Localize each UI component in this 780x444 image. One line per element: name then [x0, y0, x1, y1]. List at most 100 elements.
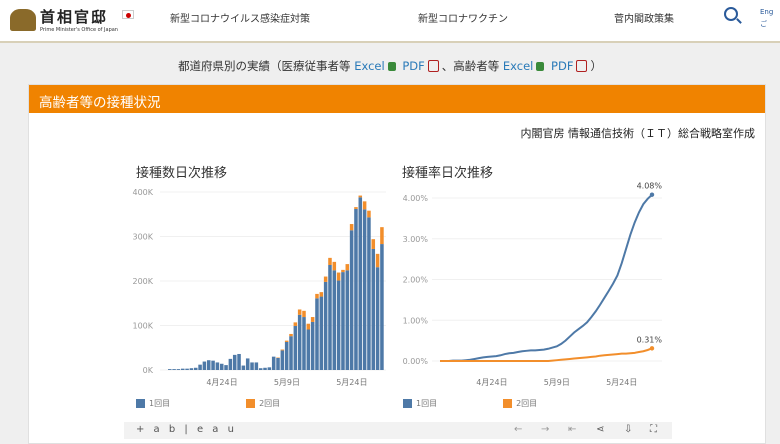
bar-dose1: [194, 368, 198, 370]
bar-dose1: [320, 297, 324, 370]
bar-dose2: [324, 277, 328, 282]
bar-dose1: [216, 362, 220, 370]
bar-dose2: [333, 262, 337, 270]
bar-dose2: [354, 207, 358, 209]
bar-dose2: [320, 292, 324, 296]
bar-dose1: [276, 358, 280, 370]
share-icon[interactable]: ⋖: [596, 424, 604, 435]
bar-dose1: [346, 270, 350, 370]
bar-dose1: [259, 368, 263, 370]
bar-dose1: [354, 209, 358, 370]
bar-dose2: [298, 309, 302, 314]
bar-dose2: [337, 273, 341, 281]
bar-dose1: [350, 230, 354, 370]
bar-dose1: [233, 355, 237, 370]
legend-swatch-dose1: [403, 399, 412, 408]
bar-dose2: [294, 322, 298, 326]
y-tick-label: 100K: [132, 322, 153, 331]
bar-dose2: [307, 324, 311, 330]
bar-dose1: [211, 361, 215, 370]
bar-dose1: [376, 267, 380, 370]
y-tick-label: 400K: [132, 188, 153, 197]
bar-dose1: [172, 369, 176, 370]
bar-dose2: [341, 270, 345, 272]
bar-dose1: [181, 369, 185, 370]
line-dose1: [440, 195, 652, 361]
x-tick-label: 5月24日: [336, 378, 367, 387]
tableau-logo[interactable]: + a b | e a u: [136, 424, 237, 435]
bar-dose1: [203, 362, 207, 370]
y-tick-label: 0K: [143, 366, 154, 375]
bar-dose1: [207, 360, 211, 370]
bar-dose1: [367, 217, 371, 370]
bar-dose1: [198, 365, 202, 370]
y-tick-label: 3.00%: [403, 235, 429, 244]
bar-dose2: [367, 211, 371, 218]
legend-swatch-dose2: [246, 399, 255, 408]
bar-dose2: [328, 258, 332, 265]
bar-dose1: [168, 369, 172, 370]
bar-dose1: [333, 270, 337, 370]
legend-swatch-dose1: [136, 399, 145, 408]
bar-dose2: [289, 334, 293, 336]
bar-dose1: [281, 350, 285, 370]
legend-label: 2回目: [259, 398, 280, 409]
end-label: 4.08%: [637, 182, 663, 191]
x-tick-label: 5月9日: [274, 378, 300, 387]
legend-label: 2回目: [516, 398, 537, 409]
x-tick-label: 4月24日: [206, 378, 237, 387]
bar-dose1: [337, 281, 341, 370]
download-icon[interactable]: ⇩: [624, 424, 632, 435]
bar-dose1: [242, 366, 246, 370]
bar-dose2: [350, 224, 354, 230]
end-point: [650, 193, 654, 197]
bar-dose1: [372, 249, 376, 370]
bar-dose1: [289, 336, 293, 370]
bar-dose2: [363, 201, 367, 209]
bar-dose1: [177, 369, 181, 370]
x-tick-label: 5月24日: [606, 378, 637, 387]
y-tick-label: 0.00%: [403, 357, 429, 366]
bar-dose2: [376, 254, 380, 267]
bar-dose1: [359, 197, 363, 370]
bar-dose2: [311, 317, 315, 322]
revert-icon[interactable]: ⇤: [568, 424, 576, 435]
y-tick-label: 200K: [132, 277, 153, 286]
bar-dose1: [220, 364, 224, 370]
legend-label: 1回目: [149, 398, 170, 409]
redo-icon[interactable]: →: [541, 424, 549, 435]
bar-dose1: [328, 265, 332, 370]
bar-dose1: [315, 298, 319, 370]
undo-icon[interactable]: ←: [514, 424, 522, 435]
bar-dose2: [372, 239, 376, 249]
bar-dose1: [285, 342, 289, 370]
bar-dose1: [263, 368, 267, 370]
bar-dose1: [190, 368, 194, 370]
legend-swatch-dose2: [503, 399, 512, 408]
end-point: [650, 346, 654, 350]
bar-dose2: [359, 196, 363, 198]
bar-dose1: [294, 326, 298, 370]
bar-dose1: [224, 365, 228, 370]
bar-dose1: [311, 322, 315, 370]
bar-dose1: [255, 362, 259, 370]
bar-dose1: [272, 357, 276, 370]
bar-dose1: [237, 354, 241, 370]
y-tick-label: 1.00%: [403, 316, 429, 325]
bar-dose2: [315, 294, 319, 298]
x-tick-label: 5月9日: [544, 378, 570, 387]
bar-dose1: [324, 282, 328, 370]
x-tick-label: 4月24日: [476, 378, 507, 387]
legend-label: 1回目: [416, 398, 437, 409]
bar-dose1: [380, 244, 384, 370]
bar-dose1: [250, 362, 254, 370]
bar-dose2: [285, 341, 289, 342]
bar-dose1: [302, 317, 306, 370]
bar-dose1: [298, 315, 302, 370]
bar-dose2: [302, 311, 306, 317]
bar-legend: 1回目 2回目: [136, 398, 280, 409]
fullscreen-icon[interactable]: ⛶: [650, 424, 657, 435]
bar-dose2: [380, 227, 384, 244]
line-legend: 1回目 2回目: [403, 398, 537, 409]
